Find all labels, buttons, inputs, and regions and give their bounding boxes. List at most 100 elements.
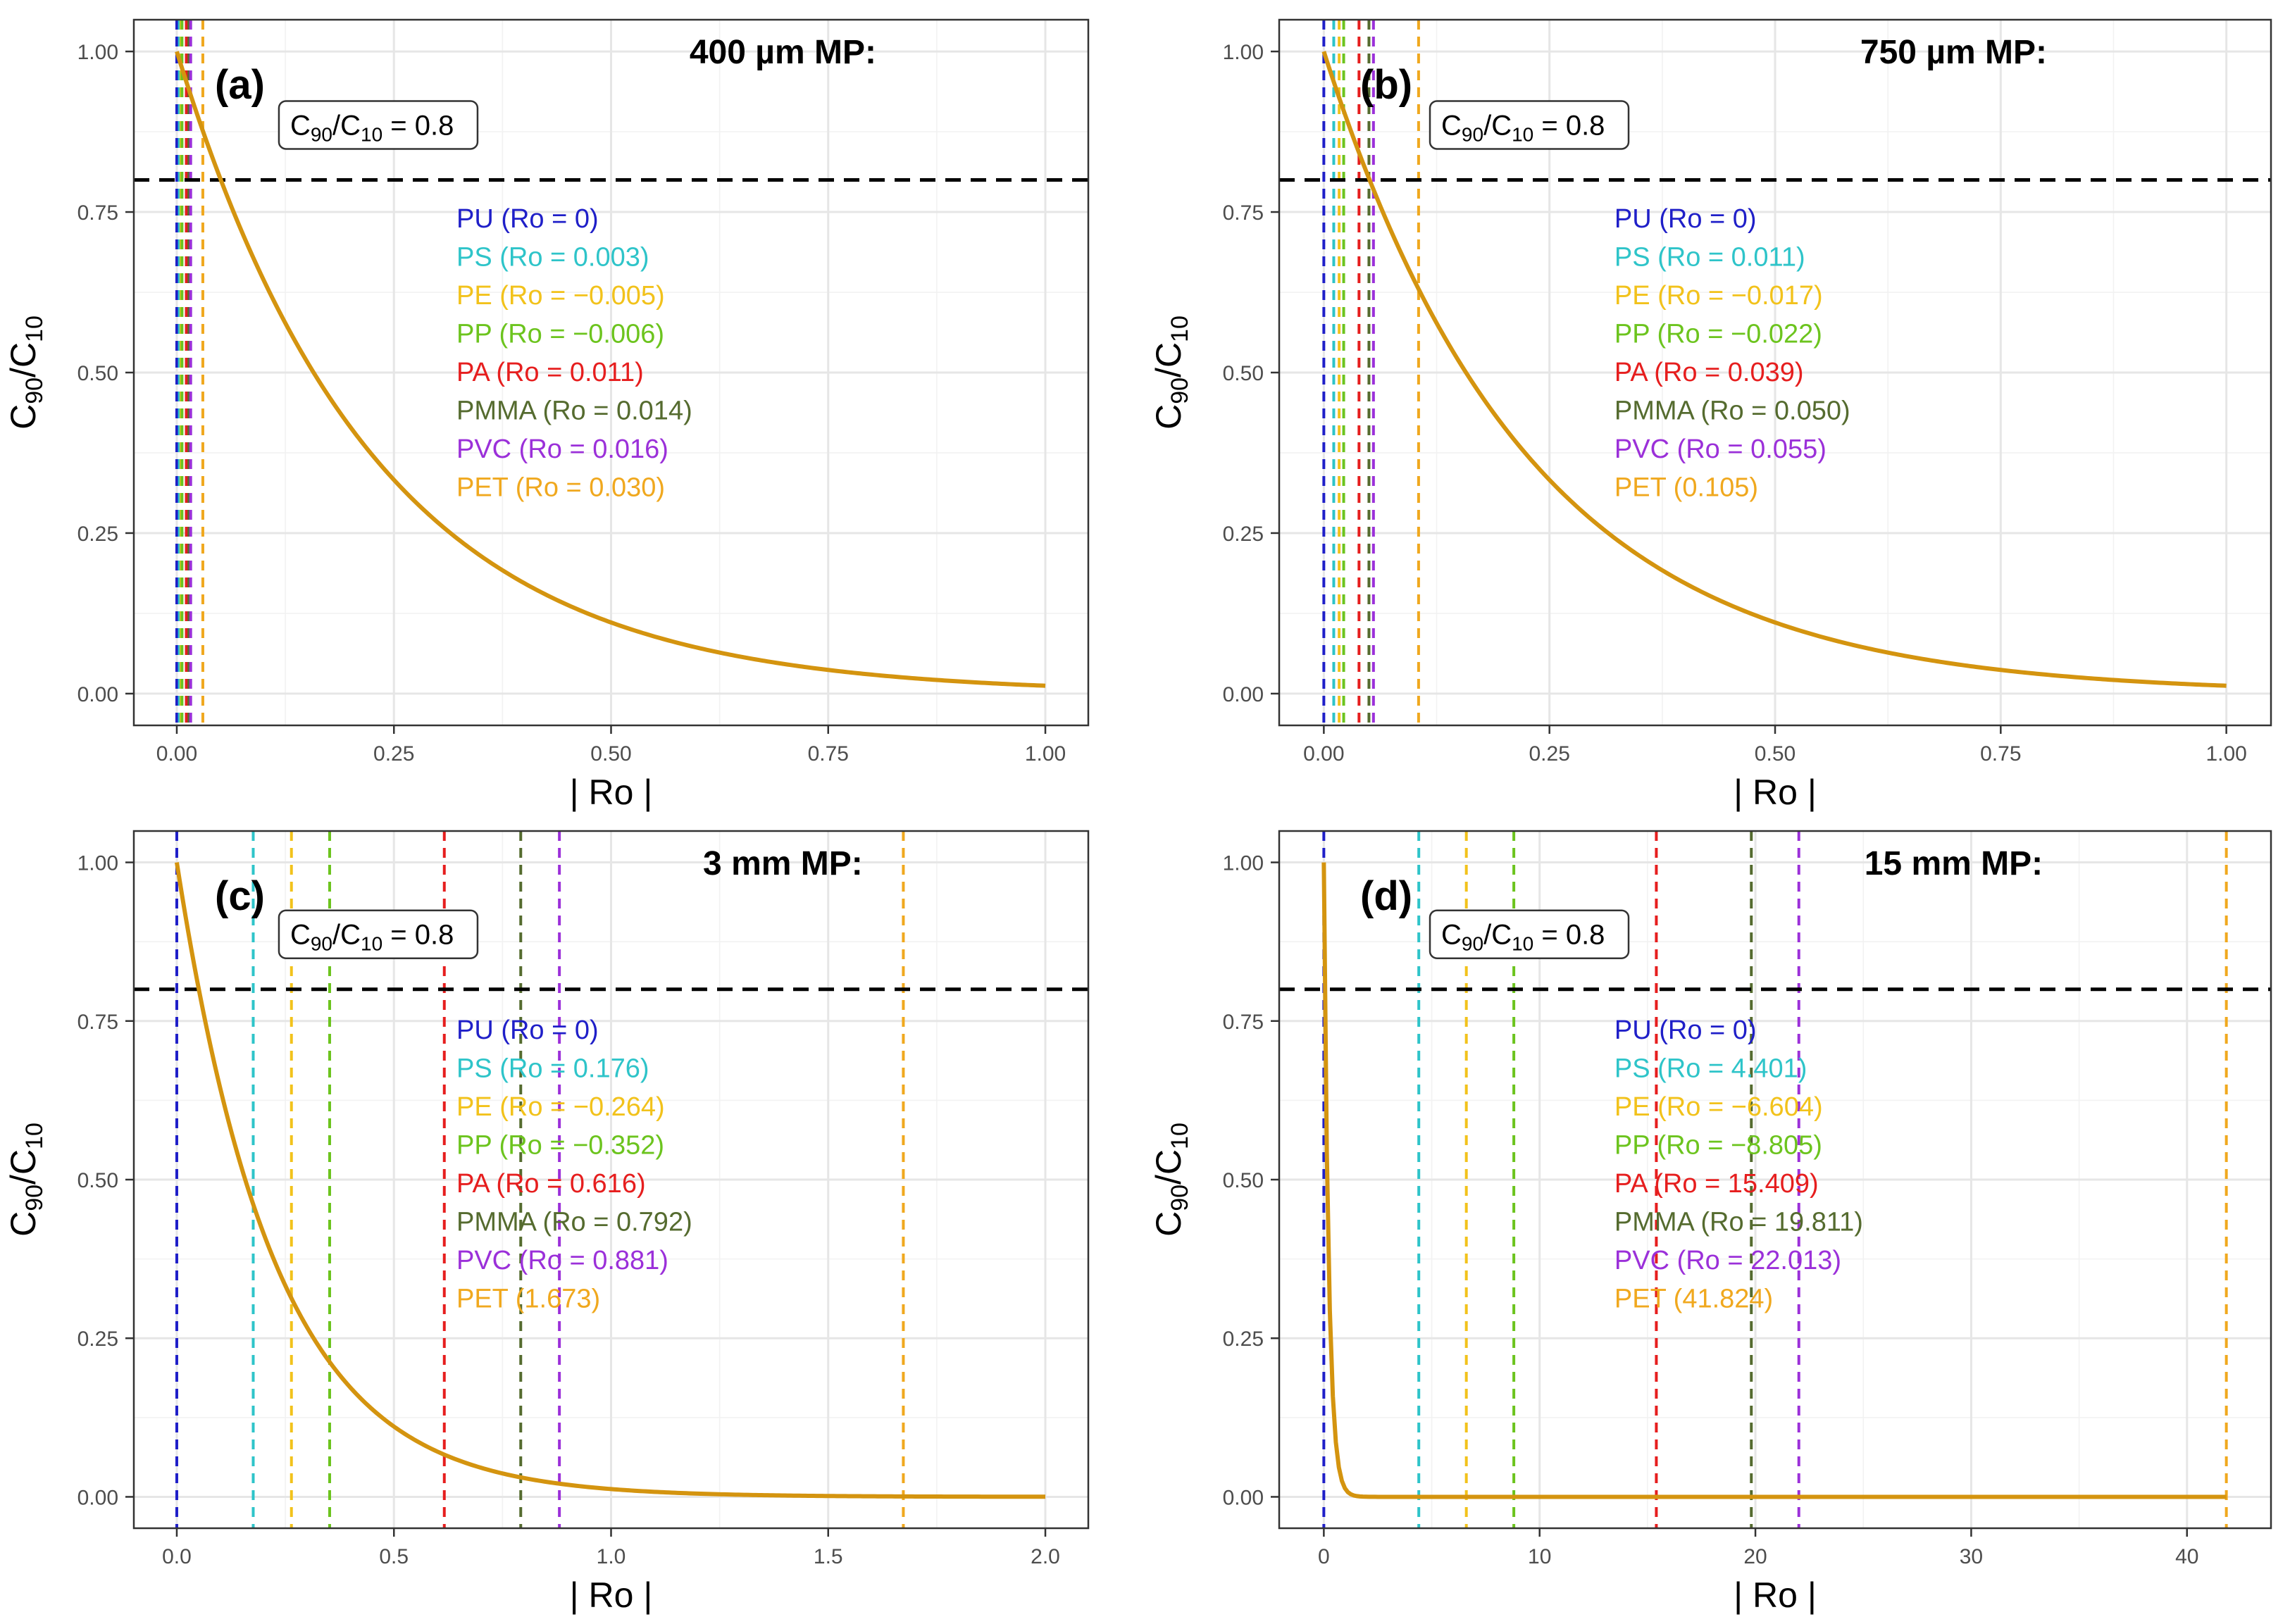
panel-b: 0.00 0.25 0.50 0.75 1.00 0.00 0.25 0.50 0.75 1.00… <box>1149 18 2272 812</box>
legend-item-pe: PE (Ro = −0.264) <box>456 1092 665 1122</box>
annotation-box <box>278 909 479 959</box>
legend-item-pe: PE (Ro = −0.005) <box>456 281 665 311</box>
legend-item-pet: PET (41.824) <box>1614 1285 1773 1314</box>
decay-curve <box>1321 862 2227 1499</box>
y-tick-label: 0.25 <box>77 523 118 546</box>
y-tick-label: 0.25 <box>77 1328 118 1351</box>
y-tick-label: 0.75 <box>77 201 118 225</box>
x-tick-label: 20 <box>1743 1545 1767 1568</box>
legend-item-pp: PP (Ro = −0.352) <box>456 1131 664 1161</box>
y-tick-label: 1.00 <box>77 852 118 875</box>
legend-item-ps: PS (Ro = 0.011) <box>1614 243 1805 273</box>
legend-item-pa: PA (Ro = 0.616) <box>456 1169 646 1199</box>
y-tick-label: 0.25 <box>1223 523 1264 546</box>
panel-title: 400 µm MP: <box>690 34 876 71</box>
legend-item-pu: PU (Ro = 0) <box>456 204 599 234</box>
annotation-box <box>278 100 479 150</box>
panel-d: 0 10 20 30 40 0.00 0.25 0.50 0.75 1.00 | Ro | C90/C… <box>1149 830 2272 1615</box>
legend-item-pp: PP (Ro = −0.006) <box>456 320 664 349</box>
legend-item-pmma: PMMA (Ro = 0.014) <box>456 396 692 426</box>
decay-curve <box>175 862 1046 1499</box>
x-axis-title: | Ro | <box>1734 1575 1817 1615</box>
y-tick-label: 0.75 <box>77 1011 118 1034</box>
panel-label: (c) <box>215 873 265 919</box>
y-tick-label: 0.25 <box>1223 1328 1264 1351</box>
y-axis-title: C90/C10 <box>1149 1123 1193 1237</box>
y-tick-label: 0.00 <box>1223 683 1264 706</box>
legend-item-pvc: PVC (Ro = 22.013) <box>1614 1246 1841 1275</box>
x-tick-label: 0.25 <box>1529 742 1569 766</box>
x-axis-title: | Ro | <box>570 773 653 812</box>
x-tick-label: 0 <box>1318 1545 1330 1568</box>
legend-item-pp: PP (Ro = −0.022) <box>1614 320 1822 349</box>
annotation-label: C90/C10 = 0.8 <box>290 110 454 145</box>
x-tick-label: 1.00 <box>2205 742 2246 766</box>
x-tick-label: 0.25 <box>373 742 414 766</box>
panel-title: 750 µm MP: <box>1860 34 2047 71</box>
decay-curve <box>1321 51 2227 688</box>
panel-a: 0.00 0.25 0.50 0.75 1.00 0.00 0.25 0.50 0.75 1.00… <box>4 18 1090 812</box>
legend-item-pe: PE (Ro = −6.604) <box>1614 1092 1823 1122</box>
x-tick-label: 0.5 <box>379 1545 409 1568</box>
panel-label: (a) <box>215 62 265 108</box>
x-tick-label: 1.5 <box>814 1545 843 1568</box>
y-axis-title: C90/C10 <box>1149 316 1193 430</box>
y-tick-label: 0.50 <box>77 1169 118 1192</box>
y-tick-label: 0.75 <box>1223 1011 1264 1034</box>
panel-c: 0.0 0.5 1.0 1.5 2.0 0.00 0.25 0.50 0.75 1.00 | Ro … <box>4 830 1090 1615</box>
y-axis-title: C90/C10 <box>4 316 48 430</box>
y-tick-label: 0.50 <box>77 362 118 385</box>
x-tick-label: 0.00 <box>1303 742 1344 766</box>
x-tick-label: 30 <box>1960 1545 1983 1568</box>
x-tick-label: 2.0 <box>1031 1545 1060 1568</box>
legend-item-pet: PET (0.105) <box>1614 473 1758 503</box>
y-tick-label: 0.50 <box>1223 1169 1264 1192</box>
x-tick-label: 1.0 <box>597 1545 626 1568</box>
legend-item-pa: PA (Ro = 15.409) <box>1614 1169 1819 1199</box>
annotation-label: C90/C10 = 0.8 <box>1441 920 1605 955</box>
x-tick-label: 1.00 <box>1025 742 1066 766</box>
legend-item-pvc: PVC (Ro = 0.055) <box>1614 435 1827 464</box>
legend-item-pu: PU (Ro = 0) <box>1614 1016 1757 1045</box>
legend-item-pu: PU (Ro = 0) <box>456 1016 599 1045</box>
x-tick-label: 0.0 <box>162 1545 192 1568</box>
legend-item-pvc: PVC (Ro = 0.016) <box>456 435 668 464</box>
legend-item-ps: PS (Ro = 4.401) <box>1614 1054 1807 1084</box>
x-tick-label: 10 <box>1528 1545 1551 1568</box>
y-tick-label: 1.00 <box>1223 852 1264 875</box>
annotation-box <box>1429 100 1630 150</box>
legend-item-ps: PS (Ro = 0.003) <box>456 243 649 273</box>
legend-item-ps: PS (Ro = 0.176) <box>456 1054 649 1084</box>
legend-item-pa: PA (Ro = 0.011) <box>456 358 644 387</box>
legend-item-pe: PE (Ro = −0.017) <box>1614 281 1823 311</box>
panel-label: (d) <box>1360 873 1412 919</box>
panel-title: 15 mm MP: <box>1865 845 2043 882</box>
legend-item-pmma: PMMA (Ro = 0.792) <box>456 1208 692 1237</box>
annotation-label: C90/C10 = 0.8 <box>1441 110 1605 145</box>
legend-item-pmma: PMMA (Ro = 0.050) <box>1614 396 1850 426</box>
x-axis-title: | Ro | <box>570 1575 653 1615</box>
legend-item-pet: PET (Ro = 0.030) <box>456 473 665 503</box>
panel-title: 3 mm MP: <box>703 845 863 882</box>
legend-item-pvc: PVC (Ro = 0.881) <box>456 1246 668 1275</box>
annotation-label: C90/C10 = 0.8 <box>290 920 454 955</box>
x-tick-label: 0.75 <box>1980 742 2021 766</box>
y-tick-label: 0.00 <box>1223 1486 1264 1509</box>
y-tick-label: 0.00 <box>77 683 118 706</box>
x-tick-label: 0.50 <box>590 742 631 766</box>
y-tick-label: 0.00 <box>77 1486 118 1509</box>
decay-curve <box>175 51 1046 688</box>
legend-item-pa: PA (Ro = 0.039) <box>1614 358 1804 387</box>
y-tick-label: 0.50 <box>1223 362 1264 385</box>
x-tick-label: 0.75 <box>808 742 849 766</box>
legend-item-pmma: PMMA (Ro = 19.811) <box>1614 1208 1863 1237</box>
x-tick-label: 40 <box>2175 1545 2198 1568</box>
x-tick-label: 0.00 <box>156 742 197 766</box>
legend-item-pp: PP (Ro = −8.805) <box>1614 1131 1822 1161</box>
y-tick-label: 1.00 <box>1223 41 1264 64</box>
annotation-box <box>1429 909 1630 959</box>
y-tick-label: 1.00 <box>77 41 118 64</box>
legend-item-pu: PU (Ro = 0) <box>1614 204 1757 234</box>
y-tick-label: 0.75 <box>1223 201 1264 225</box>
